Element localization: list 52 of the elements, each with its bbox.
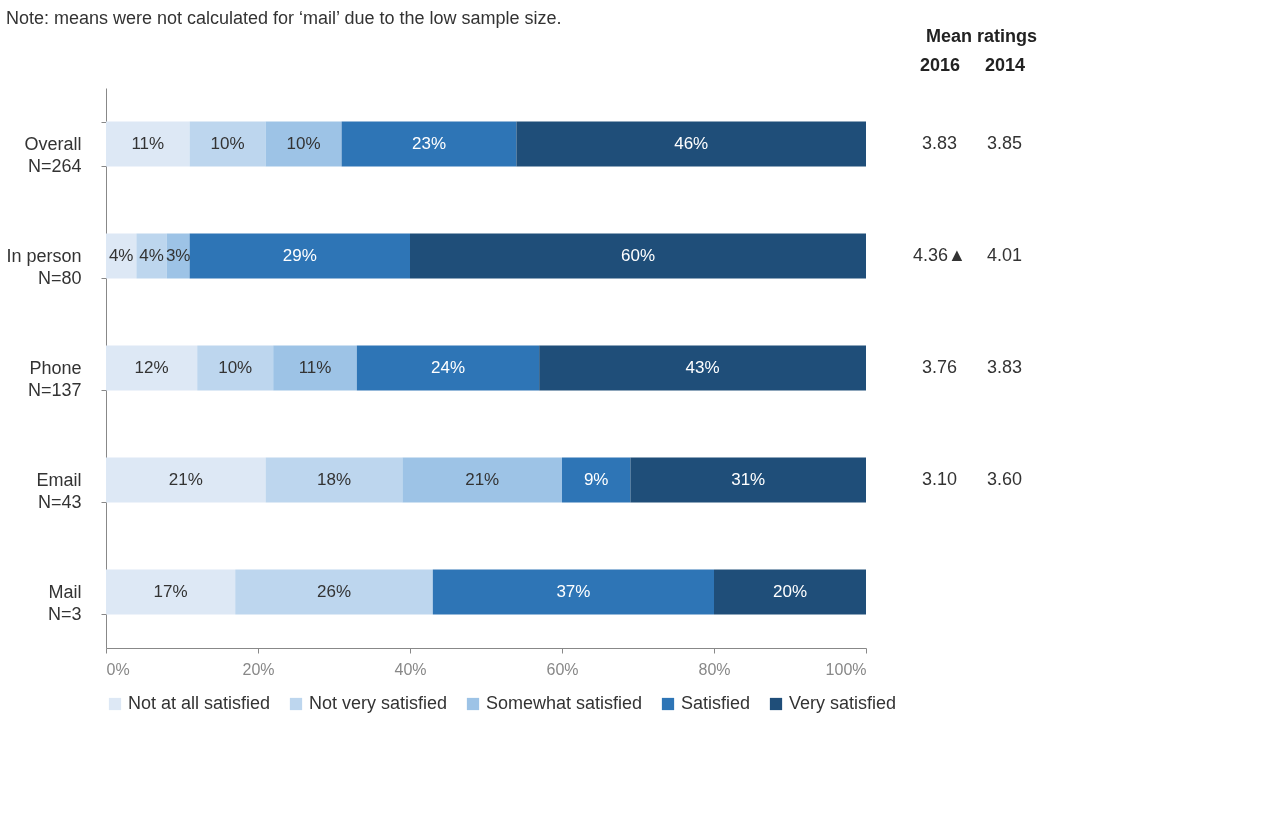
data-label: 10% (210, 134, 245, 153)
text: 3.83 (921, 133, 958, 153)
x-tick-label: 20% (242, 660, 275, 678)
legend-label: Satisfied (681, 693, 751, 713)
legend-label: Not very satisfied (309, 693, 448, 713)
data-label: 10% (218, 358, 253, 377)
legend-label: Not at all satisfied (128, 693, 271, 713)
y-tick-label: Email N=43 (36, 469, 82, 512)
data-label: 4% (139, 246, 164, 265)
x-tick-label: 0% (106, 660, 130, 678)
data-label: 23% (411, 134, 447, 153)
legend-label: Somewhat satisfied (486, 693, 643, 713)
data-label: 11% (131, 134, 165, 153)
data-label: 60% (620, 246, 656, 265)
data-label: 31% (731, 470, 766, 489)
data-label: 21% (465, 470, 500, 489)
text: 3.85 (986, 133, 1023, 153)
text: Mean ratings (925, 26, 1037, 46)
text: Note: means were not calculated for ‘mail’ due to the low sample size. (5, 8, 562, 28)
text: 4.01 (986, 245, 1023, 265)
data-label: 12% (134, 358, 169, 377)
data-label: 46% (674, 134, 709, 153)
text: 3.10 (921, 469, 958, 489)
legend-label: Very satisfied (789, 693, 897, 713)
text: 4.36▲ (913, 245, 966, 265)
data-label: 17% (153, 582, 188, 601)
x-tick-label: 40% (394, 660, 427, 678)
x-tick-label: 60% (546, 660, 579, 678)
data-label: 3% (165, 246, 191, 265)
data-label: 18% (316, 470, 352, 489)
data-label: 9% (583, 470, 609, 489)
y-tick-label: In person N=80 (6, 245, 82, 288)
y-tick-label: Overall N=264 (24, 133, 82, 176)
data-label: 11% (298, 358, 332, 377)
data-label: 20% (772, 582, 808, 601)
data-label: 43% (685, 358, 720, 377)
data-label: 21% (168, 470, 203, 489)
y-tick-label: Mail N=3 (47, 581, 82, 624)
data-label: 4% (108, 246, 134, 265)
text: 3.60 (986, 469, 1023, 489)
y-tick-label: Phone N=137 (27, 357, 82, 400)
data-label: 24% (430, 358, 466, 377)
data-label: 10% (286, 134, 321, 153)
data-label: 29% (282, 246, 317, 265)
text: 2016 (919, 54, 961, 75)
data-label: 26% (316, 582, 352, 601)
text: 3.83 (986, 357, 1023, 377)
x-tick-label: 80% (698, 660, 731, 678)
text: 2014 (984, 54, 1026, 75)
data-label: 37% (556, 582, 591, 601)
text: 3.76 (921, 357, 958, 377)
x-tick-label: 100% (825, 660, 867, 678)
